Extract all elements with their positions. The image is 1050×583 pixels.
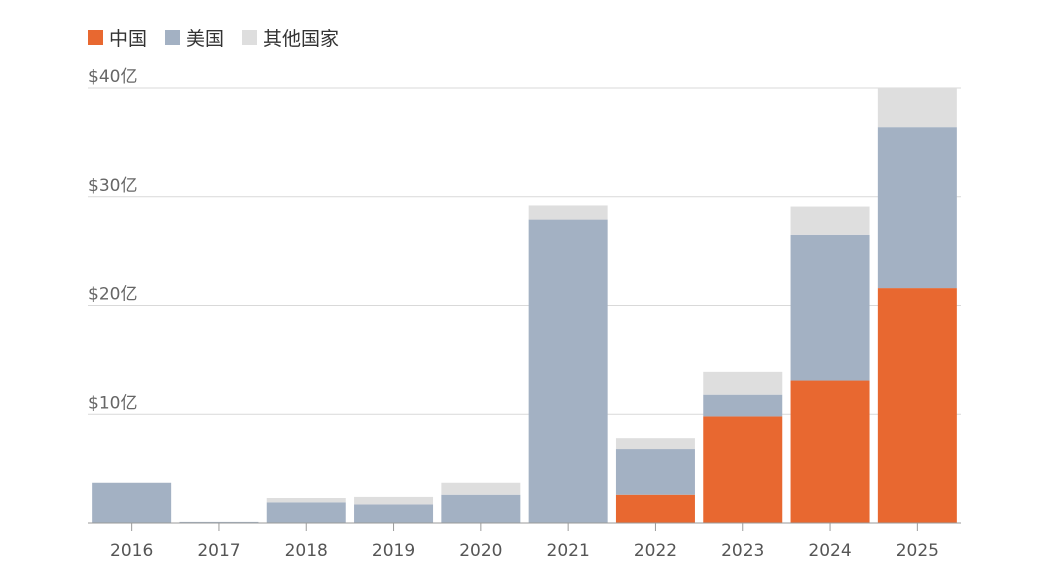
- x-tick-label: 2020: [459, 541, 502, 561]
- x-tick-label: 2017: [197, 541, 240, 561]
- y-tick-label: $10亿: [88, 393, 137, 413]
- legend-label: 美国: [186, 28, 225, 50]
- bar-segment: [615, 438, 695, 450]
- bar-segment: [528, 205, 608, 220]
- y-tick-label: $40亿: [88, 67, 137, 87]
- legend-swatch: [88, 30, 103, 45]
- bar-segment: [703, 394, 783, 417]
- bar-segment: [92, 482, 172, 523]
- bar-segment: [703, 416, 783, 523]
- x-tick-label: 2023: [721, 541, 764, 561]
- x-tick-label: 2025: [896, 541, 939, 561]
- chart-legend: 中国 美国 其他国家: [88, 24, 339, 51]
- bar-segment: [615, 449, 695, 495]
- legend-item: 美国: [165, 24, 224, 51]
- bar-segment: [790, 206, 870, 235]
- bar-segment: [877, 88, 957, 128]
- legend-swatch: [165, 30, 181, 45]
- bar-segment: [179, 521, 259, 523]
- legend-label: 中国: [109, 28, 148, 50]
- x-tick-label: 2021: [547, 541, 590, 561]
- y-tick-label: $20亿: [88, 285, 137, 305]
- x-tick-label: 2016: [110, 541, 153, 561]
- bar-segment: [790, 234, 870, 381]
- bar-segment: [354, 504, 434, 523]
- bar-segment: [528, 219, 608, 523]
- legend-swatch: [242, 30, 258, 45]
- bar-segment: [441, 494, 521, 523]
- legend-item: 中国: [88, 24, 147, 51]
- x-tick-label: 2024: [808, 541, 851, 561]
- bar-segment: [441, 482, 521, 495]
- y-tick-label: $30亿: [88, 176, 137, 196]
- x-tick-label: 2018: [285, 541, 328, 561]
- legend-item: 其他国家: [242, 24, 339, 51]
- bar-segment: [703, 371, 783, 395]
- bar-segment: [877, 127, 957, 289]
- x-tick-label: 2019: [372, 541, 415, 561]
- bar-segment: [790, 380, 870, 523]
- bar-segment: [877, 288, 957, 523]
- bar-segment: [266, 497, 346, 503]
- x-tick-label: 2022: [634, 541, 677, 561]
- legend-label: 其他国家: [263, 28, 340, 50]
- bar-segment: [354, 496, 434, 505]
- bar-segment: [615, 494, 695, 523]
- bar-segment: [266, 502, 346, 523]
